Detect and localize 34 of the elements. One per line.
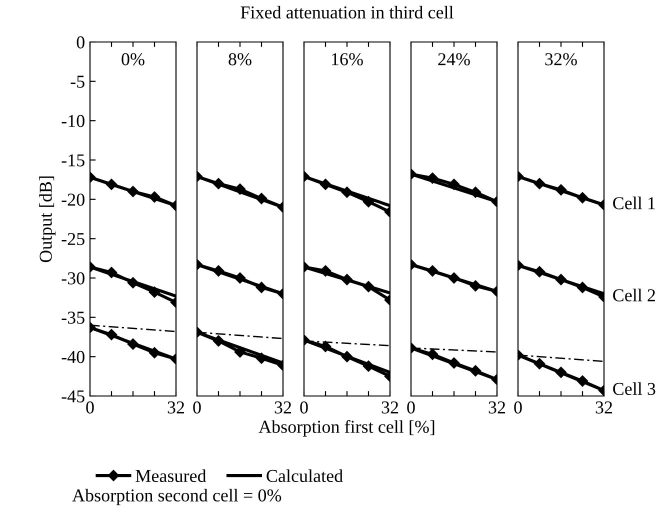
y-tick-label: -45 <box>62 390 84 402</box>
x-tick-label: 32 <box>382 401 398 414</box>
y-tick-label: -35 <box>62 312 84 324</box>
legend-label: Measured <box>136 469 206 482</box>
y-tick-label: -20 <box>62 194 84 206</box>
text: Absorption second cell = 0% <box>72 488 282 506</box>
y-tick-label: -10 <box>62 114 84 128</box>
text: Cell 2 <box>613 288 655 302</box>
x-tick-label: 0 <box>193 401 201 414</box>
text: Cell 3 <box>613 382 656 396</box>
chart-title: 32% <box>545 53 577 66</box>
y-tick-label: -30 <box>62 272 84 284</box>
y-tick-label: -5 <box>70 76 84 88</box>
y-tick-label: -40 <box>62 350 84 364</box>
x-tick-label: 32 <box>274 401 292 414</box>
legend-label: Calculated <box>266 469 343 482</box>
x-tick-label: 0 <box>514 401 522 414</box>
chart-title: 0% <box>122 53 144 66</box>
y-tick-label: -25 <box>62 232 84 246</box>
y-tick-label: -15 <box>62 154 84 166</box>
chart-title: 8% <box>228 53 252 66</box>
text: Fixed attenuation in third cell <box>240 6 454 19</box>
x-tick-label: 0 <box>300 401 308 414</box>
x-tick-label: 32 <box>596 401 612 414</box>
y-axis-title: Output [dB] <box>39 176 56 262</box>
chart-title: 24% <box>438 53 470 66</box>
x-tick-label: 32 <box>488 401 506 414</box>
text: Cell 1 <box>613 196 655 210</box>
x-axis-title: Absorption first cell [%] <box>258 420 434 437</box>
x-tick-label: 32 <box>168 401 184 414</box>
chart-title: 16% <box>332 53 363 66</box>
y-tick-label: 0 <box>76 36 84 48</box>
x-tick-label: 0 <box>407 401 415 414</box>
x-tick-label: 0 <box>86 401 94 414</box>
